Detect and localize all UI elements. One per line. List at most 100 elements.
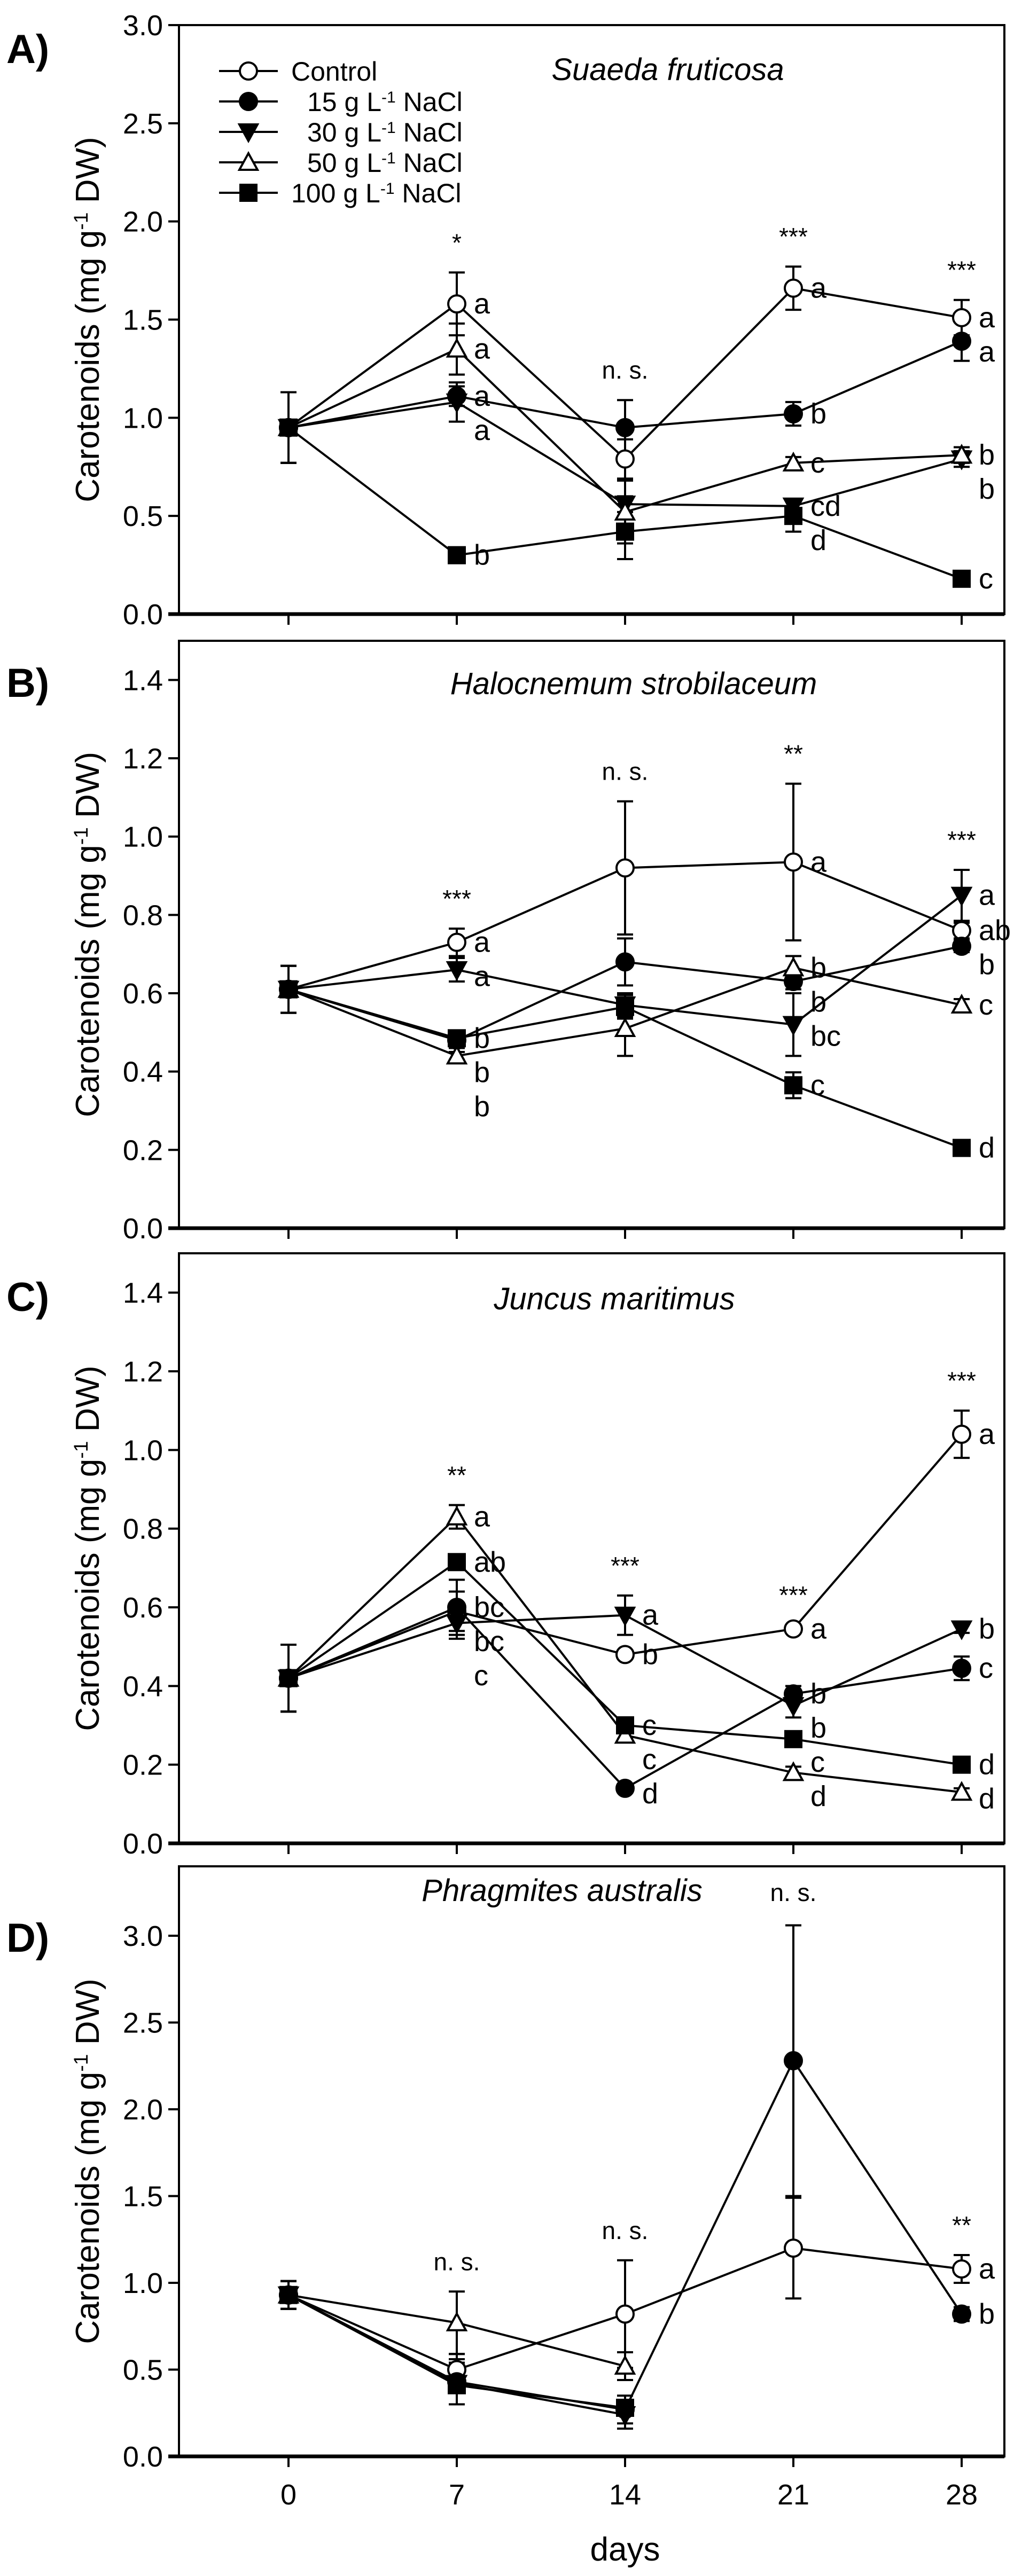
significance-label: n. s.: [770, 1879, 817, 1906]
data-point-open-circle: [784, 1619, 803, 1639]
group-letter: a: [979, 879, 995, 912]
group-letter: bc: [810, 1020, 841, 1052]
group-letter: c: [810, 447, 825, 479]
group-letter: b: [979, 439, 995, 471]
y-tick-label: 1.5: [123, 304, 163, 336]
data-point-filled-square: [784, 1730, 802, 1748]
legend-label-main: 100 g L: [291, 178, 380, 208]
y-tick-label: 3.0: [123, 10, 163, 42]
group-letter: a: [474, 333, 490, 365]
group-letter: c: [979, 563, 993, 595]
y-axis-title-superscript: -1: [69, 2054, 92, 2072]
legend-label-main: 30 g L: [307, 117, 381, 147]
data-point-filled-square: [784, 1076, 802, 1095]
data-point-filled-square: [953, 1138, 971, 1157]
legend-label: 30 g L-1 NaCl: [307, 117, 463, 147]
data-point-open-circle: [447, 294, 466, 314]
legend-label-superscript: -1: [380, 180, 395, 198]
data-point-filled-circle: [784, 2051, 803, 2070]
group-letter: a: [474, 380, 490, 412]
significance-label: ***: [779, 1581, 808, 1609]
data-point-open-up-triangle: [446, 2311, 468, 2331]
y-axis-title-superscript: -1: [69, 213, 92, 230]
y-tick-label: 1.0: [123, 1434, 163, 1466]
legend-marker-filled-circle: [239, 92, 258, 111]
data-point-open-circle: [784, 2239, 803, 2258]
data-point-filled-square: [616, 522, 634, 541]
group-letter: d: [979, 1132, 995, 1164]
legend-label-suffix: NaCl: [396, 148, 463, 178]
y-tick-label: 0.0: [123, 599, 163, 631]
y-tick-label: 0.8: [123, 899, 163, 931]
data-point-open-up-triangle: [950, 444, 973, 464]
data-point-filled-square: [953, 569, 971, 588]
x-tick-label: 21: [777, 2479, 809, 2511]
y-tick-label: 1.0: [123, 402, 163, 434]
panel-a: 0.0 0.5 1.0 1.5 2.0 2.5 3.0 A) Suaeda fruticosa C…: [6, 10, 1005, 631]
y-tick-label: 1.0: [123, 821, 163, 853]
significance-label: **: [447, 1461, 466, 1489]
y-axis-title: Carotenoids (mg g-1 DW): [69, 1365, 106, 1731]
legend-label: 100 g L-1 NaCl: [291, 178, 462, 208]
legend-label-main: 50 g L: [307, 148, 381, 178]
data-point-filled-circle: [615, 1778, 635, 1798]
y-tick-label: 0.8: [123, 1513, 163, 1545]
y-axis-title-suffix: DW): [69, 752, 106, 827]
data-point-open-up-triangle: [950, 1781, 973, 1801]
y-tick-label: 3.0: [123, 1920, 163, 1952]
y-tick-label: 0.4: [123, 1056, 163, 1088]
data-point-open-up-triangle: [614, 500, 636, 521]
legend-label-suffix: NaCl: [396, 117, 463, 147]
y-tick-label: 1.2: [123, 743, 163, 775]
group-letter: b: [474, 1022, 490, 1054]
species-title: Juncus maritimus: [493, 1282, 735, 1316]
group-letter: d: [810, 524, 826, 556]
data-point-filled-square: [279, 2286, 298, 2304]
y-tick-label: 1.5: [123, 2181, 163, 2213]
x-tick-label: 14: [609, 2479, 641, 2511]
legend-marker-filled-down-triangle: [237, 123, 260, 144]
data-point-open-circle: [952, 308, 971, 327]
y-tick-label: 2.5: [123, 108, 163, 140]
data-point-filled-circle: [952, 1659, 971, 1678]
legend-marker-filled-square: [239, 184, 258, 202]
data-point-filled-down-triangle: [614, 1606, 636, 1627]
group-letter: c: [642, 1709, 657, 1741]
panel-label: A): [6, 27, 49, 72]
group-letter: b: [810, 986, 826, 1018]
data-point-filled-circle: [784, 404, 803, 423]
group-letter: cd: [810, 490, 841, 522]
significance-label: n. s.: [602, 758, 649, 786]
panel-label: C): [6, 1275, 49, 1320]
y-axis-title-main: Carotenoids (mg g: [69, 845, 106, 1117]
group-letter: ab: [979, 915, 1011, 947]
group-letter: c: [810, 1746, 825, 1778]
data-point-open-up-triangle: [782, 451, 805, 472]
data-point-open-circle: [784, 278, 803, 298]
legend-label-superscript: -1: [381, 119, 396, 137]
data-point-open-up-triangle: [950, 993, 973, 1014]
legend-label-suffix: NaCl: [396, 87, 463, 117]
significance-label: ***: [779, 223, 808, 250]
data-point-filled-down-triangle: [446, 961, 468, 981]
y-tick-label: 0.4: [123, 1670, 163, 1702]
group-letter: a: [474, 961, 490, 993]
legend-label-main: 15 g L: [307, 87, 381, 117]
group-letter: bc: [474, 1591, 504, 1623]
data-point-filled-square: [448, 1553, 466, 1572]
significance-label: ***: [947, 826, 976, 854]
y-tick-label: 1.2: [123, 1356, 163, 1388]
group-letter: d: [979, 1783, 995, 1815]
data-point-open-up-triangle: [782, 956, 805, 977]
group-letter: c: [474, 1660, 488, 1692]
significance-label: **: [952, 2211, 971, 2239]
species-title: Halocnemum strobilaceum: [450, 666, 817, 701]
data-point-open-circle: [615, 2304, 635, 2324]
data-point-open-up-triangle: [782, 1761, 805, 1781]
group-letter: c: [979, 989, 993, 1021]
y-axis-title-suffix: DW): [69, 1978, 106, 2054]
legend-label-suffix: NaCl: [395, 178, 462, 208]
data-point-filled-square: [616, 1716, 634, 1734]
y-tick-label: 0.0: [123, 1828, 163, 1860]
